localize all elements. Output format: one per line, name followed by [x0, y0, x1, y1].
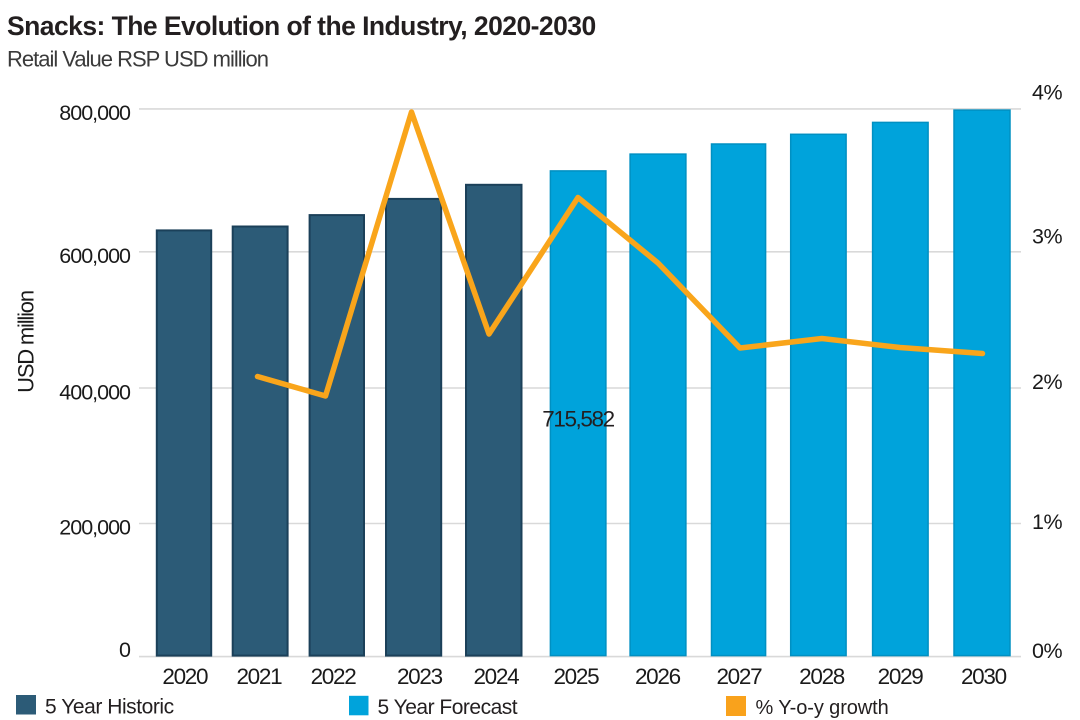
svg-text:2029: 2029 [878, 664, 924, 689]
svg-text:% Y-o-y growth: % Y-o-y growth [756, 697, 889, 719]
svg-text:4%: 4% [1032, 81, 1062, 105]
svg-text:2027: 2027 [716, 664, 762, 689]
svg-text:1%: 1% [1032, 510, 1062, 534]
svg-text:Retail Value RSP USD million: Retail Value RSP USD million [7, 46, 268, 71]
svg-text:400,000: 400,000 [59, 381, 131, 405]
svg-text:0%: 0% [1032, 639, 1062, 663]
svg-text:2022: 2022 [311, 664, 357, 689]
svg-text:2026: 2026 [635, 664, 681, 689]
svg-text:715,582: 715,582 [542, 406, 614, 431]
svg-text:2021: 2021 [236, 664, 282, 689]
svg-text:200,000: 200,000 [59, 516, 131, 540]
svg-text:2025: 2025 [553, 664, 599, 689]
svg-text:2028: 2028 [799, 664, 845, 689]
svg-text:2023: 2023 [397, 664, 443, 689]
svg-text:3%: 3% [1032, 224, 1062, 248]
svg-text:2020: 2020 [162, 664, 208, 689]
svg-text:800,000: 800,000 [59, 101, 131, 125]
svg-text:2030: 2030 [961, 664, 1007, 689]
svg-text:600,000: 600,000 [59, 244, 131, 268]
svg-text:5 Year Historic: 5 Year Historic [45, 696, 174, 719]
svg-text:USD million: USD million [14, 291, 39, 393]
svg-text:Snacks: The Evolution of the I: Snacks: The Evolution of the Industry, 2… [7, 11, 596, 41]
svg-text:2%: 2% [1032, 370, 1062, 394]
svg-text:5 Year Forecast: 5 Year Forecast [378, 696, 518, 719]
svg-text:0: 0 [119, 638, 131, 662]
svg-text:2024: 2024 [473, 664, 519, 689]
